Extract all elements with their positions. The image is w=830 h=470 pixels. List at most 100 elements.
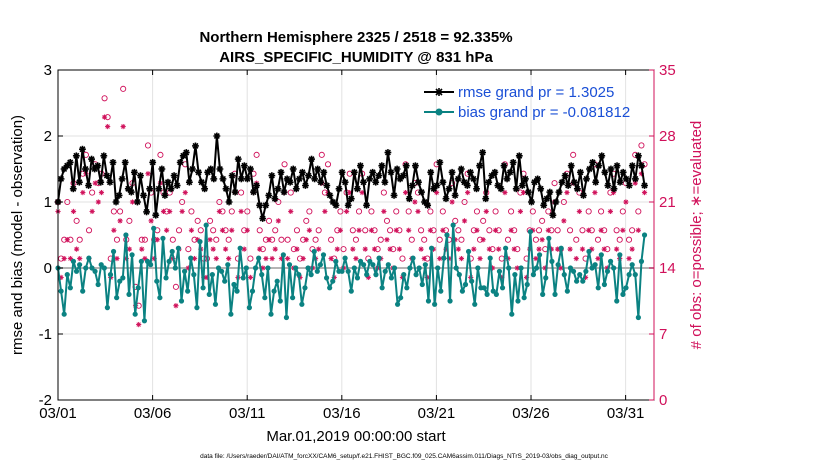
obs-possible-point (228, 208, 235, 215)
rmse-point (506, 168, 514, 176)
rmse-point (347, 195, 355, 203)
bias-point (296, 272, 302, 278)
rmse-point (97, 178, 105, 186)
rmse-point (219, 175, 227, 183)
x-tick-label: 03/16 (323, 405, 361, 422)
obs-evaluated-point (179, 208, 185, 215)
bias-point (308, 272, 314, 278)
rmse-point (540, 201, 548, 209)
obs-possible-point (492, 208, 499, 215)
obs-possible-point (281, 161, 288, 168)
obs-possible-point (551, 180, 558, 187)
obs-evaluated-point (458, 255, 465, 262)
obs-possible-point (157, 151, 164, 158)
bias-point (228, 311, 234, 317)
x-tick-label: 03/01 (39, 405, 77, 422)
rmse-point (457, 165, 465, 173)
obs-possible-point (284, 236, 291, 243)
rmse-point (173, 182, 181, 189)
rmse-point (170, 172, 178, 180)
rmse-point (558, 178, 566, 186)
bias-point (249, 288, 256, 294)
obs-possible-point (89, 189, 96, 196)
obs-evaluated-point (483, 208, 489, 215)
obs-possible-point (486, 227, 493, 234)
obs-possible-point (368, 208, 375, 215)
rmse-point (369, 168, 377, 176)
obs-evaluated-point (95, 199, 101, 205)
x-tick-label: 03/31 (607, 405, 645, 422)
obs-evaluated-point (160, 208, 167, 215)
rmse-point (512, 185, 520, 193)
obs-evaluated-point (421, 255, 427, 262)
obs-possible-point (213, 236, 220, 243)
obs-possible-point (216, 198, 223, 206)
obs-evaluated-point (502, 189, 508, 196)
obs-possible-point (638, 142, 645, 149)
y-right-tick-label: 14 (659, 260, 676, 277)
bias-point (447, 298, 453, 304)
obs-possible-point (427, 208, 434, 215)
legend-bias-marker (435, 108, 443, 116)
obs-evaluated-point (545, 227, 551, 233)
bias-point (441, 255, 447, 261)
rmse-point (320, 168, 328, 176)
bias-series (55, 222, 648, 324)
rmse-point (613, 162, 621, 170)
bias-point (86, 255, 92, 261)
obs-evaluated-point (117, 218, 123, 224)
rmse-point (292, 185, 300, 193)
rmse-point (546, 188, 554, 196)
rmse-point (564, 182, 572, 189)
rmse-point (476, 162, 483, 170)
bias-point (104, 305, 110, 311)
obs-evaluated-point (406, 227, 412, 233)
obs-possible-point (458, 236, 465, 243)
rmse-point (146, 185, 154, 193)
rmse-point (259, 215, 267, 222)
bias-point (456, 272, 462, 278)
rmse-point (479, 149, 487, 156)
y-right-tick-label: 21 (659, 194, 676, 211)
y-right-tick-label: 7 (659, 326, 667, 343)
obs-evaluated-point (477, 255, 483, 262)
bias-point (348, 288, 354, 294)
bias-point (135, 285, 141, 291)
legend-bias-label: bias grand pr = -0.081812 (458, 104, 630, 121)
obs-evaluated-point (387, 246, 393, 252)
obs-possible-point (287, 189, 294, 196)
bias-point (453, 265, 459, 271)
obs-evaluated-point (294, 246, 300, 252)
obs-possible-point (508, 208, 515, 215)
bias-point (299, 301, 305, 307)
rmse-point (195, 168, 202, 176)
rmse-point (69, 185, 77, 193)
bias-point (132, 311, 138, 317)
rmse-point (231, 188, 239, 196)
obs-possible-point (126, 217, 133, 224)
obs-evaluated-point (101, 114, 108, 120)
bias-point (398, 295, 404, 301)
rmse-point (134, 198, 141, 206)
obs-possible-point (436, 236, 443, 243)
bias-point (444, 232, 450, 238)
obs-possible-point (380, 189, 387, 196)
y-right-tick-label: 35 (659, 62, 676, 79)
obs-evaluated-point (269, 255, 275, 262)
obs-possible-point (312, 236, 319, 243)
rmse-point (311, 175, 319, 183)
bias-point (243, 265, 249, 271)
rmse-point (326, 191, 334, 199)
rmse-point (525, 188, 532, 196)
bias-point (234, 288, 240, 294)
rmse-point (424, 201, 432, 209)
chart-title-line2: AIRS_SPECIFIC_HUMIDITY @ 831 hPa (219, 49, 493, 66)
rmse-point (390, 191, 398, 199)
obs-evaluated-point (322, 208, 328, 215)
obs-evaluated-point (257, 246, 263, 252)
rmse-point (592, 178, 600, 186)
obs-possible-point (138, 236, 145, 243)
rmse-point (384, 149, 392, 156)
bias-point (225, 262, 231, 268)
bias-point (428, 245, 435, 251)
